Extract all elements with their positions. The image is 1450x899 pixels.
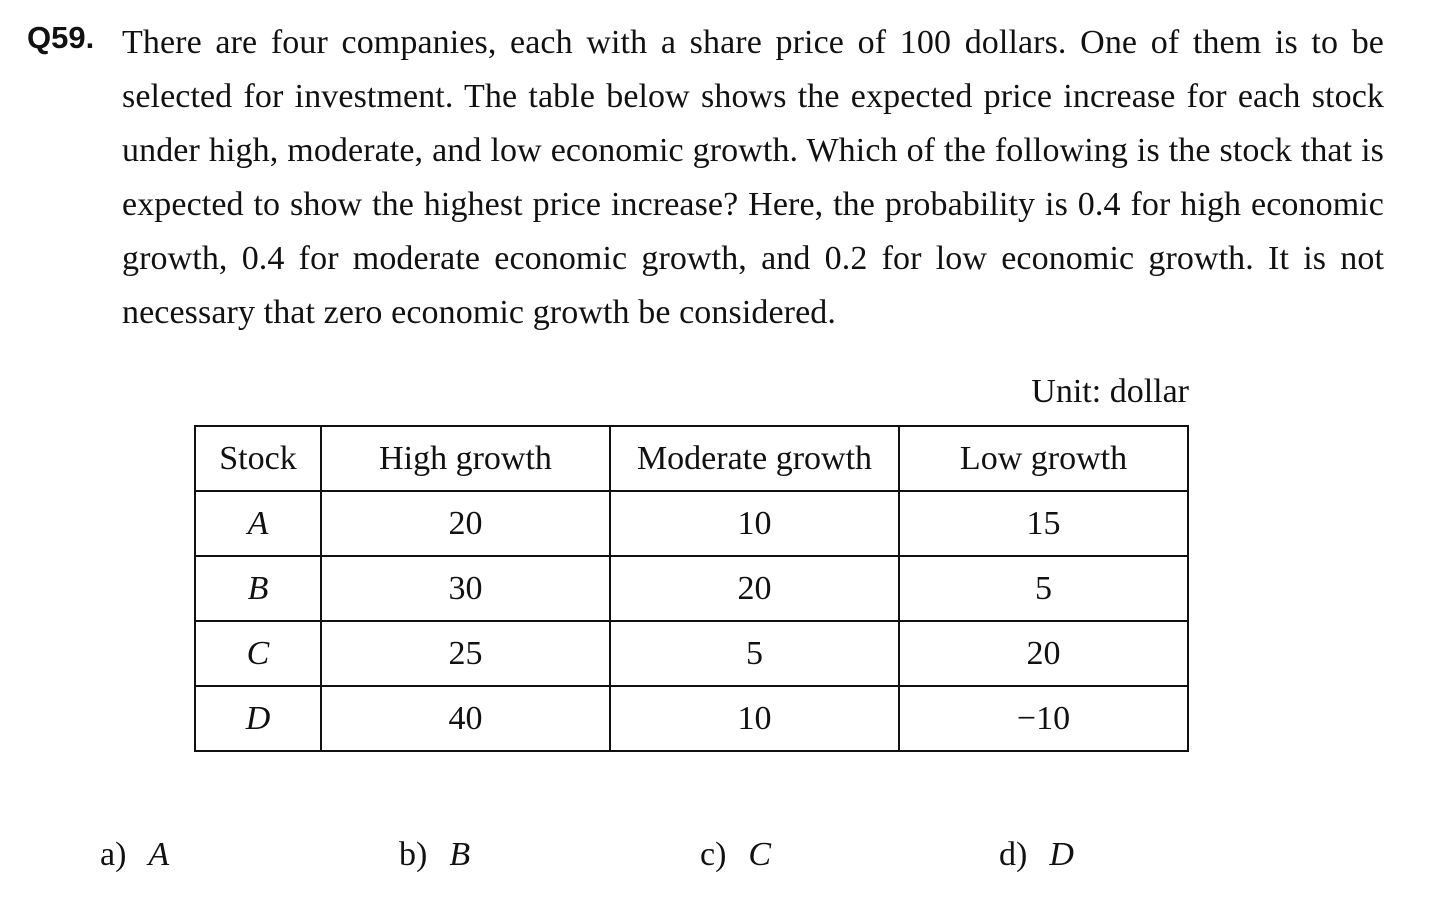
table-unit-label: Unit: dollar xyxy=(1031,373,1189,410)
choice-b[interactable]: b) B xyxy=(399,830,470,880)
choice-value: B xyxy=(449,836,471,873)
high-growth-cell: 20 xyxy=(320,490,611,557)
moderate-growth-cell: 5 xyxy=(609,620,900,687)
table-row: A 20 10 15 xyxy=(194,490,1189,557)
price-increase-table: Stock High growth Moderate growth Low gr… xyxy=(194,425,1189,752)
high-growth-cell: 25 xyxy=(320,620,611,687)
header-stock: Stock xyxy=(194,425,322,492)
choice-c[interactable]: c) C xyxy=(700,830,771,880)
choice-letter: c) xyxy=(700,836,727,873)
table-row: B 30 20 5 xyxy=(194,555,1189,622)
header-low-growth: Low growth xyxy=(898,425,1189,492)
moderate-growth-cell: 10 xyxy=(609,490,900,557)
header-moderate-growth: Moderate growth xyxy=(609,425,900,492)
choice-letter: d) xyxy=(999,836,1028,873)
question-text: There are four companies, each with a sh… xyxy=(122,24,1384,331)
stock-name-cell: A xyxy=(194,490,322,557)
table-row: D 40 10 −10 xyxy=(194,685,1189,752)
choice-value: D xyxy=(1049,836,1074,873)
choice-value: C xyxy=(748,836,772,873)
low-growth-cell: −10 xyxy=(898,685,1189,752)
header-high-growth: High growth xyxy=(320,425,611,492)
choice-value: A xyxy=(148,836,170,873)
high-growth-cell: 40 xyxy=(320,685,611,752)
answer-choices: a) A b) B c) C d) D xyxy=(0,830,1450,880)
choice-a[interactable]: a) A xyxy=(100,830,169,880)
choice-d[interactable]: d) D xyxy=(999,830,1074,880)
low-growth-cell: 20 xyxy=(898,620,1189,687)
low-growth-cell: 5 xyxy=(898,555,1189,622)
table-row: C 25 5 20 xyxy=(194,620,1189,687)
choice-letter: b) xyxy=(399,836,428,873)
moderate-growth-cell: 20 xyxy=(609,555,900,622)
question-number: Q59. xyxy=(27,20,95,55)
stock-name-cell: B xyxy=(194,555,322,622)
stock-name-cell: C xyxy=(194,620,322,687)
choice-letter: a) xyxy=(100,836,127,873)
table-header-row: Stock High growth Moderate growth Low gr… xyxy=(194,425,1189,492)
stock-name-cell: D xyxy=(194,685,322,752)
high-growth-cell: 30 xyxy=(320,555,611,622)
low-growth-cell: 15 xyxy=(898,490,1189,557)
moderate-growth-cell: 10 xyxy=(609,685,900,752)
